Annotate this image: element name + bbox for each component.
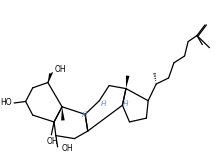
Polygon shape bbox=[48, 73, 52, 83]
Text: OH: OH bbox=[55, 65, 67, 74]
Polygon shape bbox=[126, 76, 129, 89]
Text: OH: OH bbox=[62, 144, 74, 153]
Text: OH: OH bbox=[46, 137, 58, 146]
Text: Ḧ: Ḧ bbox=[123, 101, 129, 107]
Polygon shape bbox=[61, 107, 65, 121]
Text: Ḧ: Ḧ bbox=[81, 112, 87, 118]
Text: HO: HO bbox=[1, 98, 12, 107]
Text: Ḧ: Ḧ bbox=[101, 101, 106, 107]
